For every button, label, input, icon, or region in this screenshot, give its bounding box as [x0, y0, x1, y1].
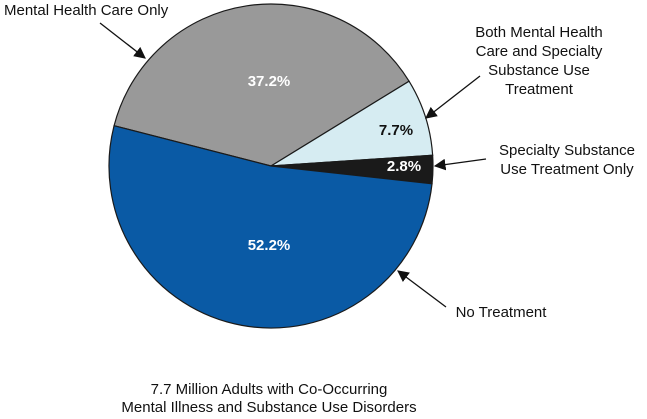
value-label-mental-health-only: 37.2% [248, 73, 291, 90]
callout-arrow-specialty-only [433, 158, 487, 171]
callout-arrow-no-treatment [397, 270, 447, 308]
value-label-both: 7.7% [379, 122, 413, 139]
callout-arrow-mental-health-only [99, 22, 146, 59]
pie-slice-mental-health-only [113, 3, 410, 167]
pie-slices [108, 3, 434, 329]
slice-value-labels: 37.2% 7.7% 2.8% 52.2% [248, 73, 421, 254]
pie-slice-no-treatment [108, 124, 433, 329]
category-label-specialty-only: Specialty Substance Use Treatment Only [499, 142, 635, 178]
callout-arrow-both [425, 75, 481, 119]
callout-arrows [99, 22, 487, 308]
category-label-no-treatment: No Treatment [456, 304, 548, 321]
category-label-both: Both Mental Health Care and Specialty Subs… [475, 24, 603, 98]
value-label-specialty-only: 2.8% [387, 158, 421, 175]
chart-caption: 7.7 Million Adults with Co-Occurring Ment… [121, 381, 416, 416]
caption-text: 7.7 Million Adults with Co-Occurring Ment… [121, 381, 416, 416]
value-label-no-treatment: 52.2% [248, 237, 291, 254]
slice-category-labels: Mental Health Care Only Both Mental Healt… [4, 2, 635, 321]
category-label-mental-health-only: Mental Health Care Only [4, 2, 169, 19]
